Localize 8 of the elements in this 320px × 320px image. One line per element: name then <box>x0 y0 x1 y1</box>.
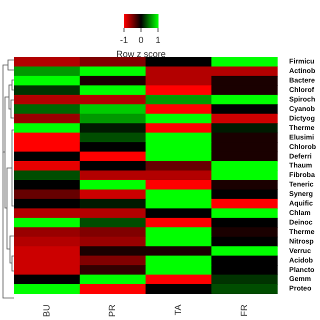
color-bar-label: -1 <box>120 34 128 45</box>
x-tick-label: PR <box>107 304 118 318</box>
color-bar-label: 0 <box>138 34 144 45</box>
x-tick-label: BU <box>41 304 52 318</box>
x-tick-label: FR <box>238 304 249 316</box>
color-bar-title: Row z score <box>116 48 166 59</box>
x-tick-label: TA <box>172 304 183 316</box>
color-bar-label: 1 <box>155 34 161 45</box>
